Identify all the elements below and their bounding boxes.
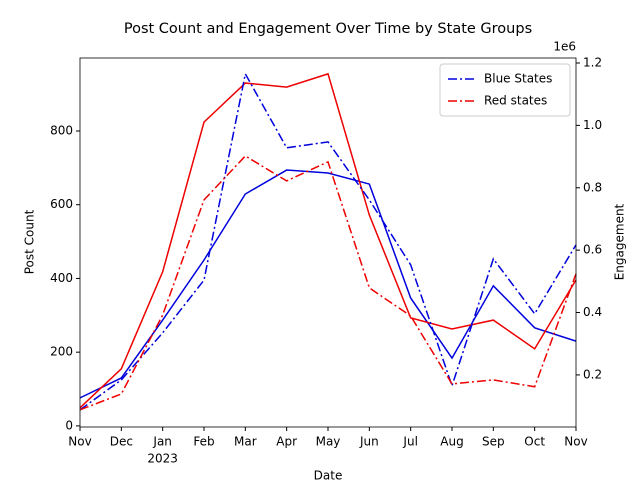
x-axis-label: Date (314, 469, 343, 480)
x-tick-label: Aug (440, 435, 463, 449)
x-tick-label: Oct (524, 435, 545, 449)
legend-label: Red states (484, 94, 547, 108)
plot-frame (79, 57, 577, 428)
y2-tick-label: 1.0 (583, 118, 602, 132)
x-tick-sublabel: 2023 (147, 452, 178, 466)
series-line (79, 169, 577, 399)
x-tick-label: Mar (234, 435, 257, 449)
y2-tick-label: 0.2 (583, 367, 602, 381)
legend-box (439, 63, 571, 117)
series-line (79, 72, 577, 409)
y2-tick-label: 0.8 (583, 180, 602, 194)
y-axis-label: Post Count (23, 209, 37, 274)
x-tick-label: Sep (482, 435, 505, 449)
y2-tick-label: 0.4 (583, 305, 602, 319)
x-tick-label: Feb (193, 435, 214, 449)
series-line (79, 71, 577, 411)
x-tick-label: May (316, 435, 341, 449)
y2-axis-label: Engagement (613, 203, 627, 280)
y2-offset-label: 1e6 (553, 40, 576, 54)
x-tick-label: Dec (110, 435, 133, 449)
x-tick-label: Jan (152, 435, 172, 449)
y2-tick-label: 0.6 (583, 243, 602, 257)
y-tick-label: 600 (50, 197, 73, 211)
x-tick-label: Jun (359, 435, 379, 449)
y2-tick-label: 1.2 (583, 55, 602, 69)
x-tick-label: Jul (402, 435, 417, 449)
legend-label: Blue States (484, 72, 552, 86)
y-tick-label: 0 (65, 418, 73, 432)
y-tick-label: 400 (50, 271, 73, 285)
y-tick-label: 800 (50, 123, 73, 137)
chart-title: Post Count and Engagement Over Time by S… (124, 21, 532, 37)
x-tick-label: Nov (68, 435, 91, 449)
series-line (79, 154, 577, 411)
y-tick-label: 200 (50, 345, 73, 359)
x-tick-label: Nov (564, 435, 587, 449)
x-tick-label: Apr (276, 435, 297, 449)
